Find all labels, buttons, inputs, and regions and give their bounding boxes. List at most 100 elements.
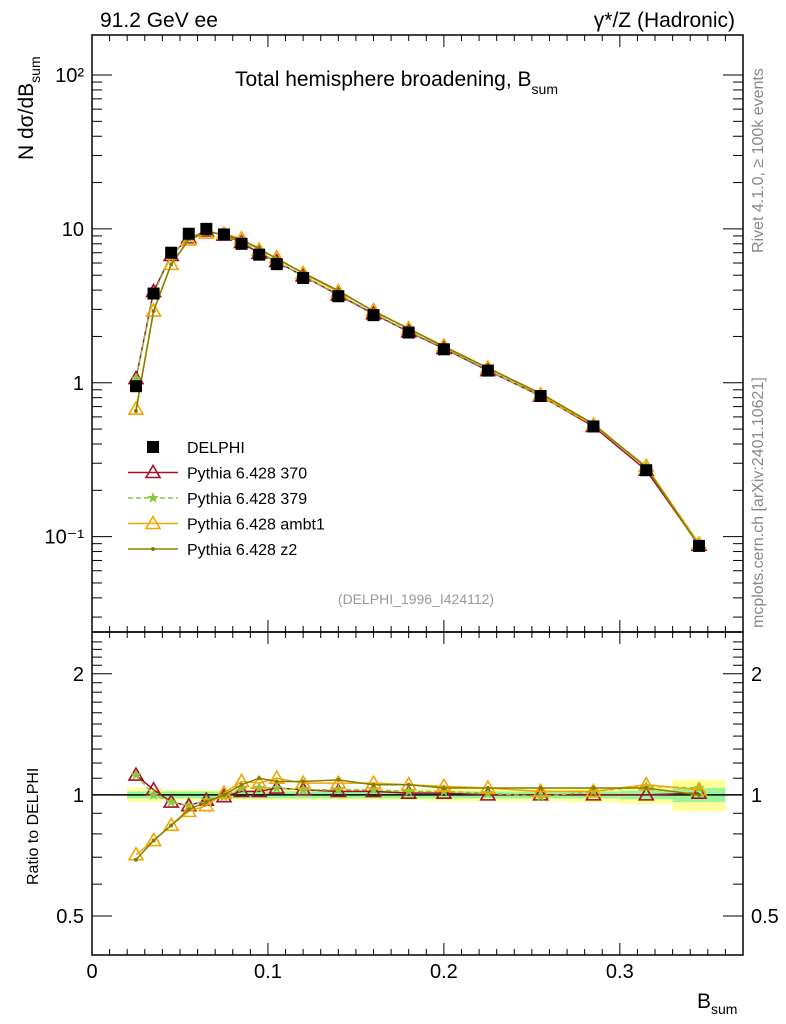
delphi-point	[367, 309, 380, 322]
ratio-point	[697, 792, 702, 797]
ratio-point	[239, 782, 244, 787]
ratio-panel-marks	[127, 766, 708, 862]
ratio-point	[637, 786, 655, 801]
ratio-point	[221, 792, 226, 797]
x-axis-label: Bsum	[697, 990, 737, 1017]
ratio-point	[591, 786, 596, 791]
ratio-point	[365, 782, 382, 798]
ratio-panel-frame	[91, 631, 744, 956]
legend: DELPHI Pythia 6.428 370 Pythia 6.428 379 Py…	[128, 440, 325, 559]
main-panel-marks	[127, 222, 708, 552]
ratio-point	[585, 782, 602, 798]
ratio-point	[332, 783, 344, 795]
y-axis-label: N dσ/dBsum	[15, 56, 43, 160]
delphi-point	[270, 258, 283, 271]
legend-label: Pythia 6.428 ambt1	[187, 517, 325, 534]
legend-label: DELPHI	[187, 440, 245, 457]
x-tick-label: 0.1	[254, 961, 282, 983]
ratio-point	[204, 800, 209, 805]
rivet-label: Rivet 4.1.0, ≥ 100k events	[750, 68, 767, 253]
ratio-point	[133, 857, 138, 862]
delphi-point	[182, 227, 195, 240]
ratio-y-tick-label-right: 1	[751, 785, 762, 807]
mcplots-label: mcplots.cern.ch [arXiv:2401.10621]	[750, 377, 767, 628]
ratio-point	[365, 774, 382, 789]
ratio-point	[532, 786, 550, 801]
delphi-point	[165, 246, 178, 259]
ratio-point	[441, 786, 446, 791]
ratio-point	[532, 782, 550, 798]
ratio-series-Pythia-6.428-ambt1	[127, 769, 708, 861]
ratio-point	[485, 786, 490, 791]
delphi-point	[481, 364, 494, 377]
ratio-point	[257, 776, 262, 781]
delphi-point	[200, 222, 213, 235]
ratio-point	[301, 779, 306, 784]
ratio-point	[403, 785, 415, 797]
ratio-y-tick-label: 2	[73, 664, 84, 686]
header-right: γ*/Z (Hadronic)	[594, 9, 735, 32]
data-point	[169, 262, 174, 267]
legend-entry: DELPHI	[147, 440, 245, 457]
delphi-point	[297, 271, 310, 284]
ratio-y-label: Ratio to DELPHI	[25, 768, 42, 885]
ratio-point	[130, 769, 142, 780]
delphi-point	[640, 464, 653, 477]
main-title: Total hemisphere broadening, Bsum	[235, 68, 558, 97]
y-tick-label: 10⁻¹	[45, 527, 85, 549]
y-tick-label: 10²	[55, 65, 84, 87]
ratio-point	[690, 784, 708, 799]
ratio-point	[197, 797, 215, 812]
ratio-point	[406, 782, 411, 787]
ratio-point	[400, 776, 418, 791]
legend-marker	[147, 492, 159, 503]
legend-entry: Pythia 6.428 370	[128, 463, 307, 483]
ratio-point	[169, 823, 174, 828]
ratio-point	[165, 796, 177, 807]
delphi-point	[253, 248, 266, 261]
legend-label: Pythia 6.428 379	[187, 491, 307, 508]
delphi-point	[437, 343, 450, 356]
ratio-point	[336, 777, 341, 782]
ratio-y-tick-label: 0.5	[56, 906, 84, 928]
ratio-point	[693, 782, 705, 793]
ratio-point	[640, 780, 652, 792]
header-left: 91.2 GeV ee	[100, 9, 218, 32]
delphi-point	[332, 290, 345, 303]
ratio-point	[479, 779, 497, 794]
delphi-point	[235, 237, 248, 250]
data-point	[130, 372, 142, 384]
legend-marker	[144, 463, 162, 479]
x-tick-label: 0.2	[430, 961, 458, 983]
legend-marker	[147, 441, 159, 453]
legend-entry: Pythia 6.428 z2	[128, 542, 297, 559]
y-tick-label: 10	[62, 219, 84, 241]
x-tick-label: 0.3	[606, 961, 634, 983]
ratio-point	[147, 788, 160, 800]
data-point	[127, 400, 145, 415]
ratio-point	[271, 782, 283, 793]
ratio-y-tick-label: 1	[73, 785, 84, 807]
legend-entry: Pythia 6.428 379	[128, 491, 307, 508]
delphi-point	[129, 380, 142, 393]
ratio-point	[180, 802, 198, 818]
data-point	[133, 408, 138, 413]
data-point	[151, 309, 156, 314]
ratio-point	[644, 786, 649, 791]
ratio-series-Pythia-6.428-z2	[133, 776, 702, 862]
axes-ticks: 0 0.1 0.2 0.3 1 10 10² 10⁻¹ 0.5 0.5 1 1 2 2	[45, 35, 779, 983]
ratio-point	[250, 782, 268, 798]
data-point	[145, 302, 162, 317]
legend-marker	[151, 547, 155, 551]
ratio-point	[186, 807, 191, 812]
ratio-point	[274, 779, 279, 784]
delphi-point	[217, 228, 230, 241]
delphi-point	[693, 539, 706, 552]
ratio-point	[250, 774, 268, 789]
analysis-id: (DELPHI_1996_I424112)	[338, 591, 494, 607]
delphi-point	[147, 287, 160, 300]
ratio-point	[367, 783, 380, 795]
ratio-point	[371, 782, 376, 787]
data-point	[162, 255, 180, 271]
x-tick-label: 0	[86, 961, 97, 983]
